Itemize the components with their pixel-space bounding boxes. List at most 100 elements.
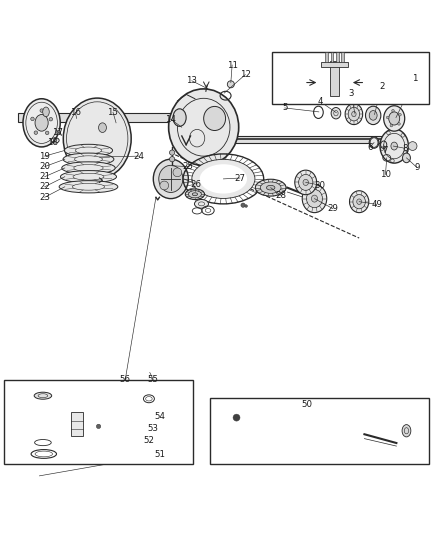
Ellipse shape <box>194 199 208 208</box>
Ellipse shape <box>29 426 57 441</box>
Ellipse shape <box>345 103 363 125</box>
Ellipse shape <box>39 432 47 436</box>
Ellipse shape <box>402 425 411 437</box>
Ellipse shape <box>204 107 226 131</box>
Ellipse shape <box>369 110 377 120</box>
Ellipse shape <box>260 182 281 193</box>
Ellipse shape <box>33 429 53 439</box>
Text: 53: 53 <box>148 424 159 433</box>
Ellipse shape <box>295 170 317 195</box>
Circle shape <box>173 168 182 177</box>
Ellipse shape <box>380 129 408 163</box>
Ellipse shape <box>255 179 286 196</box>
Ellipse shape <box>242 408 305 451</box>
Ellipse shape <box>185 189 205 199</box>
Ellipse shape <box>365 106 381 125</box>
Bar <box>321 62 348 67</box>
Text: 3: 3 <box>349 89 354 98</box>
Ellipse shape <box>60 171 117 183</box>
Text: 25: 25 <box>183 162 194 171</box>
Ellipse shape <box>63 153 114 165</box>
Text: 55: 55 <box>148 375 159 384</box>
Text: 12: 12 <box>240 70 251 79</box>
Ellipse shape <box>192 159 255 198</box>
Ellipse shape <box>153 159 188 199</box>
Text: 30: 30 <box>314 181 325 190</box>
Text: 23: 23 <box>39 193 50 202</box>
Text: 26: 26 <box>191 180 202 189</box>
Ellipse shape <box>357 199 361 205</box>
Text: 49: 49 <box>371 200 382 209</box>
Text: 27: 27 <box>234 174 246 182</box>
Ellipse shape <box>42 107 49 117</box>
Text: 21: 21 <box>39 172 50 181</box>
Text: 2: 2 <box>379 82 385 91</box>
Circle shape <box>386 116 389 119</box>
Circle shape <box>46 131 49 135</box>
Bar <box>4 381 193 464</box>
Ellipse shape <box>403 153 410 163</box>
Ellipse shape <box>353 195 365 209</box>
Circle shape <box>170 150 175 155</box>
Ellipse shape <box>35 115 48 131</box>
Text: 20: 20 <box>39 162 50 171</box>
Circle shape <box>170 157 175 162</box>
Ellipse shape <box>302 184 327 213</box>
Ellipse shape <box>34 392 52 399</box>
Text: 7: 7 <box>383 147 388 155</box>
Ellipse shape <box>384 106 405 131</box>
Circle shape <box>390 124 393 127</box>
Text: 13: 13 <box>186 76 198 85</box>
Text: 52: 52 <box>143 437 155 446</box>
Circle shape <box>392 109 394 112</box>
Circle shape <box>408 142 417 150</box>
Ellipse shape <box>62 162 115 174</box>
Circle shape <box>398 123 400 125</box>
Ellipse shape <box>59 181 118 193</box>
Ellipse shape <box>348 107 360 121</box>
Ellipse shape <box>23 99 60 147</box>
Circle shape <box>96 424 101 429</box>
Text: 50: 50 <box>301 400 312 408</box>
Ellipse shape <box>391 142 398 150</box>
Bar <box>18 113 193 123</box>
Ellipse shape <box>30 405 56 419</box>
Ellipse shape <box>159 165 183 192</box>
Text: 56: 56 <box>120 375 131 384</box>
Circle shape <box>227 81 234 88</box>
Bar <box>228 136 394 143</box>
Ellipse shape <box>311 195 318 202</box>
Text: 19: 19 <box>39 151 50 160</box>
Circle shape <box>34 131 38 134</box>
Ellipse shape <box>28 407 40 415</box>
Ellipse shape <box>192 193 198 196</box>
Circle shape <box>241 203 245 207</box>
Bar <box>210 398 429 464</box>
Text: 4: 4 <box>318 98 323 106</box>
Text: 54: 54 <box>154 412 166 421</box>
Ellipse shape <box>20 401 48 421</box>
Ellipse shape <box>373 141 375 144</box>
Text: 9: 9 <box>414 163 420 172</box>
Bar <box>330 61 339 96</box>
Bar <box>341 52 344 62</box>
Ellipse shape <box>350 191 369 213</box>
Text: 6: 6 <box>367 143 372 152</box>
Text: 24: 24 <box>134 151 145 160</box>
Ellipse shape <box>188 191 201 198</box>
Text: 22: 22 <box>39 182 50 191</box>
Ellipse shape <box>299 174 313 190</box>
Bar <box>272 52 429 104</box>
Text: 11: 11 <box>226 61 238 69</box>
Ellipse shape <box>331 108 341 119</box>
Text: 51: 51 <box>154 450 166 459</box>
Circle shape <box>57 131 60 134</box>
Ellipse shape <box>64 144 113 157</box>
Ellipse shape <box>169 89 239 166</box>
Circle shape <box>49 117 53 121</box>
Circle shape <box>245 205 247 207</box>
Ellipse shape <box>13 397 55 426</box>
Text: 17: 17 <box>52 128 64 137</box>
Ellipse shape <box>369 137 379 148</box>
Ellipse shape <box>63 98 131 179</box>
